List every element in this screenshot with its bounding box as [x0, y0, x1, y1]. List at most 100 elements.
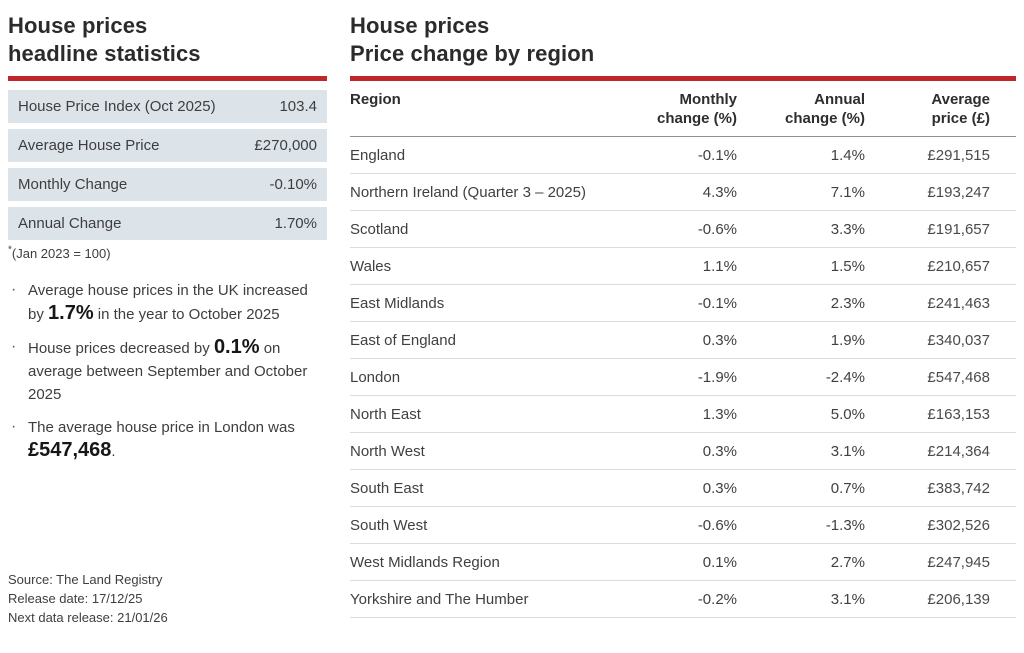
annual-change-cell: 1.4%: [737, 136, 865, 174]
left-red-divider: [8, 76, 327, 81]
annual-change-cell: 3.1%: [737, 580, 865, 618]
stat-row-average-house-price: Average House Price £270,000: [8, 129, 327, 162]
region-cell: England: [350, 136, 611, 174]
annual-change-cell: 7.1%: [737, 173, 865, 211]
bullet-dot-icon: ·: [11, 281, 17, 298]
stat-row-monthly-change: Monthly Change -0.10%: [8, 168, 327, 201]
monthly-change-cell: -0.2%: [611, 580, 737, 618]
average-price-cell: £163,153: [865, 395, 1016, 433]
right-title-line2: Price change by region: [350, 41, 595, 66]
region-cell: East of England: [350, 321, 611, 359]
next-release-line: Next data release: 21/01/26: [8, 610, 168, 625]
region-cell: West Midlands Region: [350, 543, 611, 581]
price-change-by-region-panel: House prices Price change by region Regi…: [350, 12, 1016, 618]
release-date-line: Release date: 17/12/25: [8, 591, 143, 606]
region-cell: Wales: [350, 247, 611, 285]
monthly-change-cell: -0.6%: [611, 210, 737, 248]
table-row-north-west: North West 0.3% 3.1% £214,364: [350, 432, 1016, 470]
monthly-change-cell: 1.1%: [611, 247, 737, 285]
annual-change-cell: 1.5%: [737, 247, 865, 285]
left-title-line1: House prices: [8, 13, 148, 38]
monthly-change-cell: 1.3%: [611, 395, 737, 433]
average-price-cell: £291,515: [865, 136, 1016, 174]
stat-value: 1.70%: [274, 215, 317, 232]
monthly-change-cell: -1.9%: [611, 358, 737, 396]
stat-value: 103.4: [279, 98, 317, 115]
average-price-cell: £383,742: [865, 469, 1016, 507]
table-row-scotland: Scotland -0.6% 3.3% £191,657: [350, 210, 1016, 248]
region-cell: South East: [350, 469, 611, 507]
left-panel-title: House prices headline statistics: [8, 12, 327, 68]
average-price-cell: £302,526: [865, 506, 1016, 544]
headline-statistics-panel: House prices headline statistics House P…: [8, 12, 327, 625]
region-cell: South West: [350, 506, 611, 544]
col-header-average-price: Average price (£): [865, 90, 1016, 137]
average-price-cell: £210,657: [865, 247, 1016, 285]
region-cell: North East: [350, 395, 611, 433]
monthly-change-cell: -0.1%: [611, 284, 737, 322]
stat-row-annual-change: Annual Change 1.70%: [8, 207, 327, 240]
source-info: Source: The Land Registry Release date: …: [8, 570, 327, 627]
stat-row-house-price-index: House Price Index (Oct 2025) 103.4: [8, 90, 327, 123]
table-row-west-midlands: West Midlands Region 0.1% 2.7% £247,945: [350, 543, 1016, 581]
table-row-wales: Wales 1.1% 1.5% £210,657: [350, 247, 1016, 285]
right-panel-title: House prices Price change by region: [350, 12, 1016, 68]
right-title-line1: House prices: [350, 13, 490, 38]
col-header-annual-change: Annual change (%): [737, 90, 865, 137]
region-cell: London: [350, 358, 611, 396]
highlight-value: £547,468: [28, 439, 112, 461]
annual-change-cell: 5.0%: [737, 395, 865, 433]
col-header-region: Region: [350, 90, 611, 137]
index-footnote: *(Jan 2023 = 100): [8, 244, 327, 261]
table-row-south-west: South West -0.6% -1.3% £302,526: [350, 506, 1016, 544]
key-point-annual-increase: · Average house prices in the UK increas…: [8, 279, 327, 326]
stat-label: Average House Price: [18, 137, 160, 154]
region-cell: Northern Ireland (Quarter 3 – 2025): [350, 173, 611, 211]
monthly-change-cell: 0.3%: [611, 432, 737, 470]
bullet-dot-icon: ·: [11, 418, 17, 435]
bullet-dot-icon: ·: [11, 338, 17, 355]
key-points-list: · Average house prices in the UK increas…: [8, 279, 327, 463]
right-red-divider: [350, 76, 1016, 81]
price-change-table: Region Monthly change (%) Annual change (%…: [350, 90, 1016, 618]
key-point-london-price: · The average house price in London was …: [8, 416, 327, 463]
average-price-cell: £340,037: [865, 321, 1016, 359]
table-row-yorkshire-humber: Yorkshire and The Humber -0.2% 3.1% £206…: [350, 580, 1016, 618]
stat-value: £270,000: [254, 137, 317, 154]
highlight-value: 0.1%: [213, 336, 260, 358]
annual-change-cell: 2.7%: [737, 543, 865, 581]
annual-change-cell: 0.7%: [737, 469, 865, 507]
monthly-change-cell: 0.3%: [611, 321, 737, 359]
table-row-north-east: North East 1.3% 5.0% £163,153: [350, 395, 1016, 433]
left-title-line2: headline statistics: [8, 41, 201, 66]
table-row-east-of-england: East of England 0.3% 1.9% £340,037: [350, 321, 1016, 359]
table-row-south-east: South East 0.3% 0.7% £383,742: [350, 469, 1016, 507]
average-price-cell: £241,463: [865, 284, 1016, 322]
average-price-cell: £193,247: [865, 173, 1016, 211]
key-point-monthly-decrease: · House prices decreased by 0.1% on aver…: [8, 336, 327, 406]
table-row-east-midlands: East Midlands -0.1% 2.3% £241,463: [350, 284, 1016, 322]
monthly-change-cell: 0.1%: [611, 543, 737, 581]
region-cell: North West: [350, 432, 611, 470]
monthly-change-cell: -0.1%: [611, 136, 737, 174]
table-row-england: England -0.1% 1.4% £291,515: [350, 136, 1016, 174]
region-cell: Scotland: [350, 210, 611, 248]
stat-label: Monthly Change: [18, 176, 128, 193]
source-line: Source: The Land Registry: [8, 572, 163, 587]
table-row-london: London -1.9% -2.4% £547,468: [350, 358, 1016, 396]
table-header-row: Region Monthly change (%) Annual change (%…: [350, 90, 1016, 137]
stat-label: Annual Change: [18, 215, 122, 232]
monthly-change-cell: 0.3%: [611, 469, 737, 507]
footnote-asterisk: *: [8, 244, 12, 256]
footnote-text: (Jan 2023 = 100): [11, 246, 111, 261]
col-header-monthly-change: Monthly change (%): [611, 90, 737, 137]
annual-change-cell: 3.3%: [737, 210, 865, 248]
annual-change-cell: 1.9%: [737, 321, 865, 359]
highlight-value: 1.7%: [48, 302, 94, 324]
key-point-text: Average house prices in the UK increased…: [28, 282, 308, 324]
average-price-cell: £547,468: [865, 358, 1016, 396]
monthly-change-cell: 4.3%: [611, 173, 737, 211]
stat-label: House Price Index (Oct 2025): [18, 98, 216, 115]
region-cell: East Midlands: [350, 284, 611, 322]
average-price-cell: £214,364: [865, 432, 1016, 470]
